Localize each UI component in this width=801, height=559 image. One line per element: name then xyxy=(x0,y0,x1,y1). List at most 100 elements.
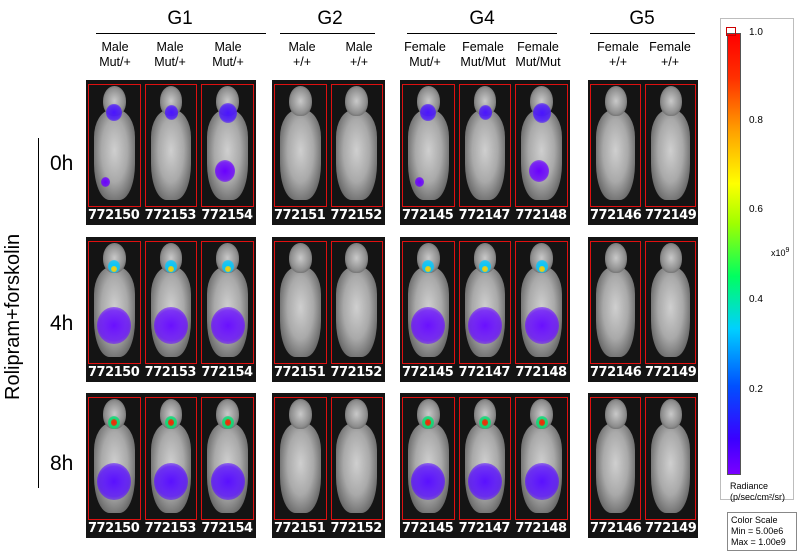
group-title-g5: G5 xyxy=(629,8,655,29)
subject-label: Female Mut/+ xyxy=(404,40,446,69)
subject-label: Female Mut/Mut xyxy=(460,40,506,69)
imaging-panel: 772145 772147 772148 xyxy=(400,237,570,382)
subject-label: Male +/+ xyxy=(288,40,316,69)
mouse-body xyxy=(595,267,636,357)
luminescence-signal xyxy=(106,103,123,122)
luminescence-signal xyxy=(425,265,432,273)
mouse-body xyxy=(279,423,321,513)
roi-box xyxy=(402,397,455,520)
roi-box xyxy=(144,84,198,207)
mouse-id: 772146 xyxy=(590,365,642,380)
color-scale-title: Color Scale xyxy=(731,515,778,525)
colorbar-exponent: x109 xyxy=(771,247,789,258)
mouse-id: 772151 xyxy=(274,365,326,380)
mouse-body xyxy=(407,110,449,200)
subject-label: Female +/+ xyxy=(649,40,691,69)
roi-box xyxy=(645,241,696,364)
mouse-body xyxy=(650,423,691,513)
group-title-g4: G4 xyxy=(469,8,495,29)
mouse-head xyxy=(288,243,312,273)
mouse-body xyxy=(150,110,192,200)
colorbar-tick: 0.2 xyxy=(749,384,763,395)
imaging-panel: 772151 772152 xyxy=(272,393,385,538)
imaging-panel: 772146 772149 xyxy=(588,80,698,225)
roi-box xyxy=(88,84,141,207)
luminescence-signal xyxy=(538,419,545,426)
colorbar-tick: 0.4 xyxy=(749,294,763,305)
mouse-id: 772152 xyxy=(330,208,383,223)
mouse-id: 772145 xyxy=(402,208,454,223)
mouse-body xyxy=(650,267,691,357)
mouse-id: 772153 xyxy=(144,365,197,380)
mouse-id: 772154 xyxy=(201,208,253,223)
timepoint-label-4h: 4h xyxy=(50,312,74,335)
colorbar-tick: 1.0 xyxy=(749,27,763,38)
mouse-id: 772147 xyxy=(458,365,511,380)
color-scale-min: Min = 5.00e6 xyxy=(731,526,784,536)
roi-box xyxy=(458,397,512,520)
timepoint-label-8h: 8h xyxy=(50,452,74,475)
luminescence-signal xyxy=(482,419,488,426)
roi-box xyxy=(402,241,455,364)
luminescence-signal xyxy=(154,463,188,501)
luminescence-signal xyxy=(101,177,111,187)
roi-box xyxy=(458,241,512,364)
mouse-head xyxy=(604,243,627,273)
subject-label: Female Mut/Mut xyxy=(515,40,561,69)
mouse-id: 772146 xyxy=(590,208,642,223)
mouse-head xyxy=(345,243,369,273)
luminescence-signal xyxy=(210,307,245,345)
luminescence-signal xyxy=(468,307,502,345)
colorbar-tick: 0.8 xyxy=(749,115,763,126)
timepoint-label-0h: 0h xyxy=(50,152,74,175)
treatment-bracket-line xyxy=(38,138,39,488)
mouse-id: 772150 xyxy=(88,521,140,536)
roi-box xyxy=(144,241,198,364)
mouse-body xyxy=(336,267,378,357)
luminescence-signal xyxy=(415,177,425,187)
luminescence-signal xyxy=(425,419,432,426)
mouse-body xyxy=(595,110,636,200)
mouse-head xyxy=(659,243,682,273)
imaging-panel: 772146 772149 xyxy=(588,237,698,382)
imaging-panel: 772151 772152 xyxy=(272,80,385,225)
luminescence-signal xyxy=(224,265,231,273)
roi-box xyxy=(201,397,254,520)
mouse-head xyxy=(659,399,682,429)
group-underline-g2 xyxy=(280,33,375,34)
roi-box xyxy=(88,397,141,520)
luminescence-signal xyxy=(524,463,559,501)
roi-box xyxy=(330,397,383,520)
luminescence-signal xyxy=(168,419,174,426)
luminescence-signal xyxy=(111,265,118,273)
mouse-body xyxy=(650,110,691,200)
mouse-id: 772147 xyxy=(458,521,511,536)
imaging-panel: 772151 772152 xyxy=(272,237,385,382)
subject-label: Female +/+ xyxy=(597,40,639,69)
subject-label: Male +/+ xyxy=(345,40,373,69)
mouse-head xyxy=(604,399,627,429)
imaging-panel: 772150 772153 772154 xyxy=(86,237,256,382)
colorbar xyxy=(727,33,741,475)
mouse-body xyxy=(279,267,321,357)
mouse-id: 772151 xyxy=(274,521,326,536)
roi-box xyxy=(274,397,327,520)
mouse-body xyxy=(595,423,636,513)
mouse-head xyxy=(288,86,312,116)
roi-box xyxy=(274,241,327,364)
roi-box xyxy=(144,397,198,520)
mouse-id: 772154 xyxy=(201,365,253,380)
roi-box xyxy=(590,84,641,207)
colorbar-marker-icon xyxy=(726,27,736,36)
subject-label: Male Mut/+ xyxy=(99,40,131,69)
roi-box xyxy=(645,397,696,520)
luminescence-signal xyxy=(411,307,446,345)
luminescence-signal xyxy=(528,159,549,182)
imaging-panel: 772145 772147 772148 xyxy=(400,393,570,538)
mouse-id: 772150 xyxy=(88,365,140,380)
imaging-panel: 772146 772149 xyxy=(588,393,698,538)
roi-box xyxy=(458,84,512,207)
mouse-body xyxy=(207,110,249,200)
mouse-body xyxy=(93,110,135,200)
treatment-label: Rolipram+forskolin xyxy=(2,233,24,400)
